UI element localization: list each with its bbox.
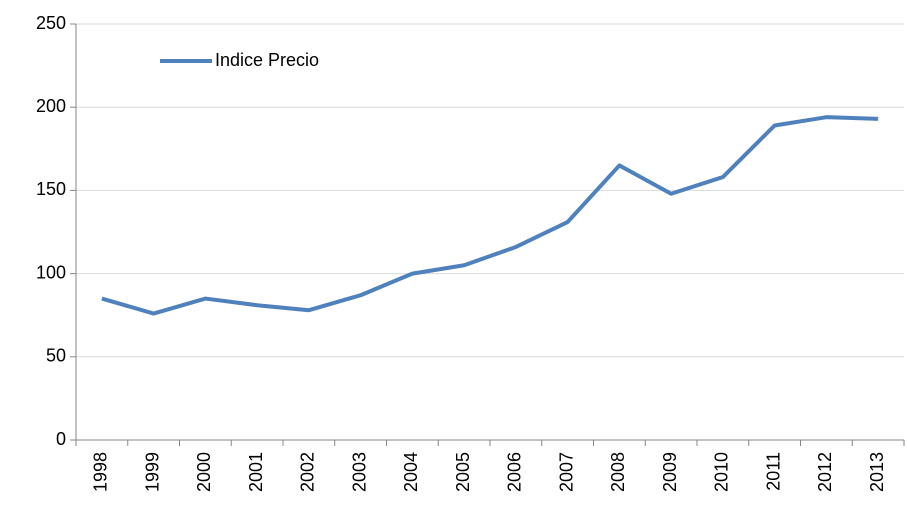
series-line bbox=[101, 115, 879, 316]
x-tick-label: 2005 bbox=[453, 452, 473, 492]
x-tick-label: 2011 bbox=[763, 452, 783, 491]
x-tick-label: 2004 bbox=[401, 452, 421, 492]
y-tick-label: 150 bbox=[36, 179, 66, 199]
x-tick-label: 1998 bbox=[91, 452, 111, 492]
x-tick-label: 2012 bbox=[815, 452, 835, 492]
y-tick-label: 200 bbox=[36, 96, 66, 116]
x-tick-label: 2002 bbox=[298, 452, 318, 492]
x-tick-label: 2010 bbox=[712, 452, 732, 492]
x-tick-label: 2007 bbox=[556, 452, 576, 492]
y-tick-label: 250 bbox=[36, 13, 66, 33]
x-tick-label: 2006 bbox=[505, 452, 525, 492]
x-tick-label: 2000 bbox=[194, 452, 214, 492]
x-tick-label: 1999 bbox=[142, 452, 162, 492]
x-tick-label: 2008 bbox=[608, 452, 628, 492]
legend-label: Indice Precio bbox=[215, 50, 319, 70]
y-tick-label: 100 bbox=[36, 262, 66, 282]
x-tick-label: 2003 bbox=[349, 452, 369, 492]
x-tick-label: 2009 bbox=[660, 452, 680, 492]
y-tick-label: 50 bbox=[46, 346, 66, 366]
x-tick-label: 2013 bbox=[867, 452, 887, 492]
y-tick-label: 0 bbox=[56, 429, 66, 449]
x-tick-label: 2001 bbox=[246, 452, 266, 492]
